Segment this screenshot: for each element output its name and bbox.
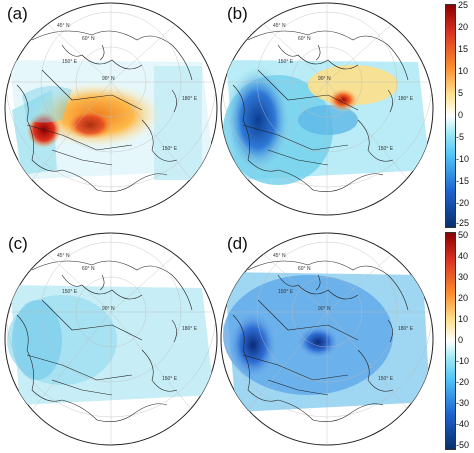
colorbar-tick: 5 [458, 88, 464, 98]
colorbar-tick: -10 [456, 154, 470, 164]
colorbar-tick: 50 [458, 230, 469, 240]
colorbar-tick: 10 [458, 66, 469, 76]
hotspot [327, 88, 359, 112]
lat-label: 45° N [273, 23, 286, 29]
panel-label: (c) [8, 234, 28, 253]
lon-label: 150° E [162, 146, 178, 152]
colorbar-tick: 0 [458, 335, 464, 345]
lat-label: 45° N [57, 23, 70, 29]
map-panel-c: 45° N 60° N 150° E 90° N 180° E 150° E (… [2, 230, 220, 448]
colorbar-tick: 10 [458, 314, 469, 324]
colorbar-tick: 15 [458, 44, 469, 54]
lat-label: 60° N [82, 266, 95, 272]
colorbar-tick: 20 [458, 293, 469, 303]
colorbar-tick: 40 [458, 251, 469, 261]
colorbar-tick: -5 [456, 132, 465, 142]
coastlines [232, 260, 409, 422]
coastlines [232, 30, 409, 192]
cold-anomaly [12, 300, 62, 380]
cold-anomaly [296, 325, 340, 359]
map-panel-b: 45° N 60° N 150° E 90° N 180° E 150° E (… [218, 0, 436, 218]
colorbar-tick: -50 [456, 440, 470, 450]
lon-label: 180° E [398, 96, 414, 102]
colorbar-bottom [445, 232, 456, 450]
coastlines [16, 260, 193, 422]
colorbar-tick: 30 [458, 272, 469, 282]
colorbar-tick: 0 [458, 110, 464, 120]
polar-map-a: 45° N 60° N 150° E 90° N 180° E 150° E [4, 2, 218, 216]
pole-label: 90° N [102, 306, 115, 312]
colorbar-tick: 25 [458, 0, 469, 10]
lon-label: 150° E [62, 289, 78, 295]
lon-label: 180° E [182, 326, 198, 332]
colorbar-tick: -30 [456, 398, 470, 408]
colorbar-tick: -20 [456, 198, 470, 208]
map-panel-a: 45° N 60° N 150° E 90° N 180° E 150° E (… [2, 0, 220, 218]
pole-label: 90° N [318, 306, 331, 312]
map-panel-d: 45° N 60° N 150° E 90° N 180° E 150° E (… [218, 230, 436, 448]
lon-label: 150° E [378, 146, 394, 152]
lat-label: 60° N [298, 36, 311, 42]
lon-label: 150° E [162, 376, 178, 382]
polar-map-c: 45° N 60° N 150° E 90° N 180° E 150° E [4, 232, 218, 446]
lat-label: 60° N [82, 36, 95, 42]
colorbar-tick: 20 [458, 22, 469, 32]
pole-label: 90° N [318, 76, 331, 82]
lon-label: 150° E [62, 59, 78, 65]
cold-anomaly [224, 65, 292, 175]
colorbar-tick: -20 [456, 377, 470, 387]
polar-map-b: 45° N 60° N 150° E 90° N 180° E 150° E [220, 2, 434, 216]
lon-label: 150° E [378, 376, 394, 382]
lon-label: 180° E [182, 96, 198, 102]
colorbar-tick: -15 [456, 176, 470, 186]
lon-label: 180° E [398, 326, 414, 332]
panel-label: (d) [227, 234, 248, 253]
panel-label: (b) [227, 4, 248, 23]
panel-label: (a) [7, 4, 28, 23]
colorbar-tick: -40 [456, 419, 470, 429]
lat-label: 45° N [273, 253, 286, 259]
pole-label: 90° N [102, 76, 115, 82]
polar-map-d: 45° N 60° N 150° E 90° N 180° E 150° E [220, 232, 434, 446]
coastlines [16, 30, 193, 192]
lat-label: 60° N [298, 266, 311, 272]
colorbar-tick: -10 [456, 356, 470, 366]
lon-label: 150° E [278, 289, 294, 295]
colorbar-tick: -25 [456, 218, 470, 228]
lon-label: 150° E [278, 59, 294, 65]
lat-label: 45° N [57, 253, 70, 259]
colorbar-top [445, 4, 456, 228]
cold-anomaly [228, 310, 278, 380]
